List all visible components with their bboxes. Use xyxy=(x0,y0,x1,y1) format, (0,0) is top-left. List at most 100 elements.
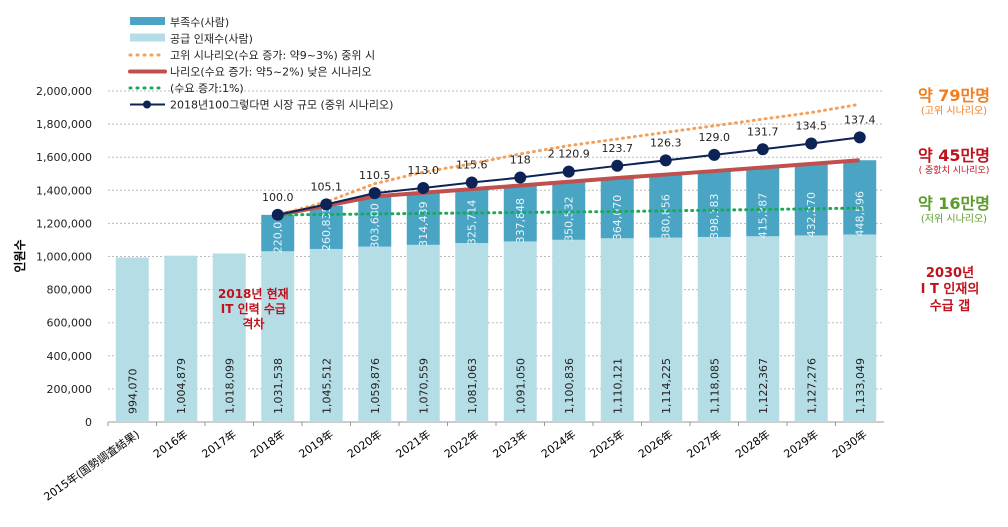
bar-supply xyxy=(649,237,683,422)
bar-supply-label: 1,122,367 xyxy=(757,358,770,414)
data-label: 100.0 xyxy=(262,191,294,204)
bar-supply xyxy=(843,234,877,422)
bar-shortage-label: 325,714 xyxy=(466,200,479,246)
series-high-line xyxy=(276,102,862,217)
data-label: 2 120.9 xyxy=(548,148,590,161)
x-tick-label: 2030年 xyxy=(829,427,869,461)
bar-supply xyxy=(552,239,586,422)
series-market-point xyxy=(611,159,624,172)
series-market-point xyxy=(805,137,818,150)
bar-supply-label: 994,070 xyxy=(126,369,139,415)
bar-supply xyxy=(746,236,780,422)
x-tick-label: 2020年 xyxy=(344,427,384,461)
annotation-value: 약 45만명 xyxy=(918,146,990,165)
series-market-point xyxy=(562,165,575,178)
annotation-line: 2030년 xyxy=(925,266,975,281)
data-label: 115.6 xyxy=(456,159,488,172)
bar-supply-label: 1,045,512 xyxy=(320,358,333,414)
y-tick-label: 1,200,000 xyxy=(36,217,92,230)
x-tick-label: 2024年 xyxy=(538,427,578,461)
bar-supply-label: 1,114,225 xyxy=(660,358,673,414)
series-market-point xyxy=(514,171,527,184)
y-tick-label: 1,800,000 xyxy=(36,118,92,131)
x-tick-label: 2027年 xyxy=(684,427,724,461)
x-tick-label: 2018年 xyxy=(247,427,287,461)
legend-label: 2018년100그렇다면 시장 규모 (중위 시나리오) xyxy=(170,99,393,112)
data-label: 137.4 xyxy=(844,113,876,126)
series-market-point xyxy=(708,148,721,161)
data-label: 123.7 xyxy=(602,142,634,155)
bar-shortage-label: 432,270 xyxy=(805,192,818,238)
y-tick-label: 800,000 xyxy=(47,284,93,297)
bar-supply-label: 1,127,276 xyxy=(805,358,818,414)
bar-supply xyxy=(212,253,246,422)
bar-shortage-label: 337,848 xyxy=(514,198,527,244)
data-label: 126.3 xyxy=(650,136,682,149)
bar-shortage-label: 303,680 xyxy=(369,203,382,249)
bar-shortage xyxy=(261,214,295,252)
bar-supply xyxy=(600,238,634,422)
bar-supply-label: 1,004,879 xyxy=(175,358,188,414)
bar-shortage xyxy=(649,174,683,238)
annotation-line: I T 인재의 xyxy=(920,282,980,298)
bar-shortage xyxy=(794,163,828,236)
bar-supply xyxy=(164,255,198,422)
bar-supply-label: 1,059,876 xyxy=(369,358,382,414)
legend-label: 나리오(수요 증가: 약5~2%) 낮은 시나리오 xyxy=(170,65,372,79)
x-tick-label: 2015年(国勢調査結果) xyxy=(41,427,142,504)
bar-shortage xyxy=(843,160,877,235)
y-tick-label: 600,000 xyxy=(47,317,93,330)
bar-supply xyxy=(503,241,537,422)
x-tick-label: 2017年 xyxy=(199,427,239,461)
bar-supply-label: 1,133,049 xyxy=(854,358,867,414)
bar-supply xyxy=(455,243,489,422)
annotation-high: 약 79만명 (고위 시나리오) xyxy=(900,86,1008,119)
x-tick-label: 2026年 xyxy=(635,427,675,461)
data-label: 118 xyxy=(510,154,531,167)
x-tick-label: 2019年 xyxy=(296,427,336,461)
bar-supply xyxy=(697,236,731,422)
bar-shortage xyxy=(358,196,392,247)
annotation-mid: 약 45만명 ( 중핤치 시나리오) xyxy=(900,146,1008,177)
bar-supply-label: 1,081,063 xyxy=(466,358,479,414)
bar-supply-label: 1,091,050 xyxy=(514,358,527,414)
bar-shortage-label: 314,439 xyxy=(417,201,430,247)
annotation-note: (고위 시나리오) xyxy=(920,106,988,117)
annotation-low: 약 16만명 (저위 시나리오) xyxy=(900,194,1008,227)
bar-shortage xyxy=(406,192,440,245)
bar-supply-label: 1,110,121 xyxy=(611,358,624,414)
bar-supply-label: 1,031,538 xyxy=(272,358,285,414)
x-tick-label: 2028年 xyxy=(732,427,772,461)
y-tick-label: 2,000,000 xyxy=(36,85,92,98)
bar-supply-label: 1,100,836 xyxy=(563,358,576,414)
bar-shortage-label: 350,532 xyxy=(563,196,576,242)
annotation-note: ( 중핤치 시나리오) xyxy=(918,166,990,176)
y-tick-label: 1,000,000 xyxy=(36,251,92,264)
bar-shortage xyxy=(455,189,489,244)
series-market-point xyxy=(320,198,333,211)
bar-shortage xyxy=(697,171,731,237)
series-market-point xyxy=(756,143,769,156)
bar-shortage-label: 415,387 xyxy=(757,193,770,239)
annotation-line: 2018년 현재 xyxy=(218,287,289,301)
bar-supply xyxy=(261,251,295,422)
series-flat-line xyxy=(276,206,862,217)
bar-supply-label: 1,118,085 xyxy=(708,358,721,414)
bar-shortage-label: 448,596 xyxy=(854,191,867,237)
annotation-value: 약 16만명 xyxy=(918,194,990,213)
legend-swatch xyxy=(130,33,165,42)
legend-swatch xyxy=(130,17,165,25)
legend-label: 고위 시나리오(수요 증가: 약9~3%) 중위 시 xyxy=(170,48,375,62)
annotation-value: 약 79만명 xyxy=(918,86,990,105)
bar-shortage-label: 380,856 xyxy=(660,194,673,240)
y-tick-label: 1,400,000 xyxy=(36,184,92,197)
data-label: 113.0 xyxy=(408,164,440,177)
legend-label: (수요 증가:1%) xyxy=(170,82,244,95)
data-label: 110.5 xyxy=(359,169,391,182)
bar-supply xyxy=(115,257,149,422)
bar-supply xyxy=(794,235,828,422)
x-tick-label: 2029年 xyxy=(781,427,821,461)
bar-supply-label: 1,070,559 xyxy=(417,358,430,414)
series-market-point xyxy=(659,154,672,167)
